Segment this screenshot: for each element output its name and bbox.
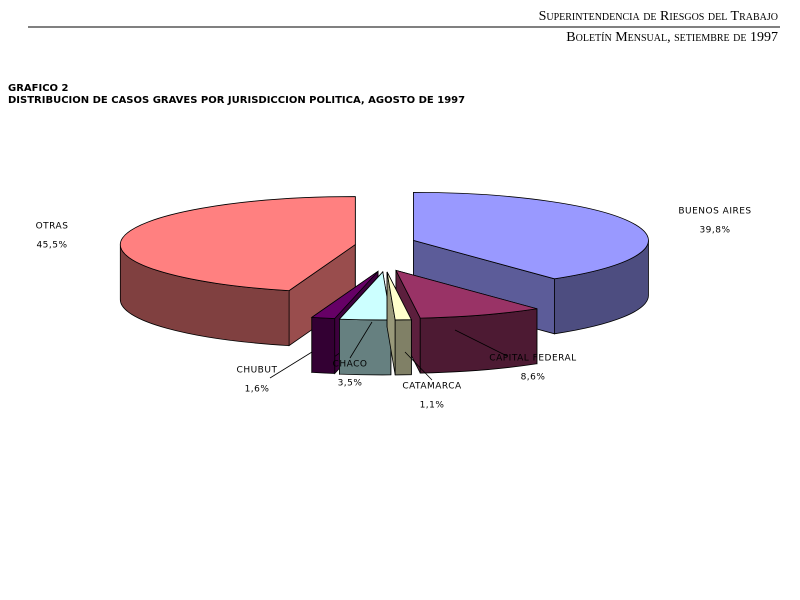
value-label: 1,6% — [245, 385, 270, 395]
slice-side — [311, 316, 336, 374]
value-label: 8,6% — [521, 373, 546, 383]
leader-line — [349, 321, 373, 359]
category-label: OTRAS — [36, 222, 69, 232]
category-label: CATAMARCA — [402, 382, 462, 392]
header-publication: Boletín Mensual, setiembre de 1997 — [566, 30, 778, 45]
category-label: CHUBUT — [237, 366, 278, 376]
slice — [386, 271, 413, 376]
value-label: 45,5% — [36, 241, 67, 251]
value-label: 3,5% — [338, 379, 363, 389]
leader-line — [404, 351, 433, 381]
category-label: CAPITAL FEDERAL — [489, 354, 576, 364]
slice-top — [310, 271, 379, 319]
chart-title: GRAFICO 2 — [8, 83, 69, 94]
slice — [395, 269, 538, 374]
slice-top — [395, 269, 538, 319]
slice-top — [386, 271, 413, 321]
slice-top — [413, 192, 649, 280]
category-label: BUENOS AIRES — [678, 207, 751, 217]
slice — [338, 270, 392, 376]
category-label: CHACO — [333, 360, 368, 370]
chart-subtitle: DISTRIBUCION DE CASOS GRAVES POR JURISDI… — [8, 95, 465, 106]
slice-top — [119, 196, 356, 292]
leader-line — [454, 329, 508, 357]
value-label: 39,8% — [699, 226, 730, 236]
slice — [119, 196, 356, 347]
value-label: 1,1% — [420, 401, 445, 411]
pie — [119, 192, 649, 376]
slice — [413, 192, 649, 335]
header-organization: Superintendencia de Riesgos del Trabajo — [539, 9, 778, 24]
leader-line — [269, 351, 313, 379]
slice-side — [394, 319, 412, 376]
